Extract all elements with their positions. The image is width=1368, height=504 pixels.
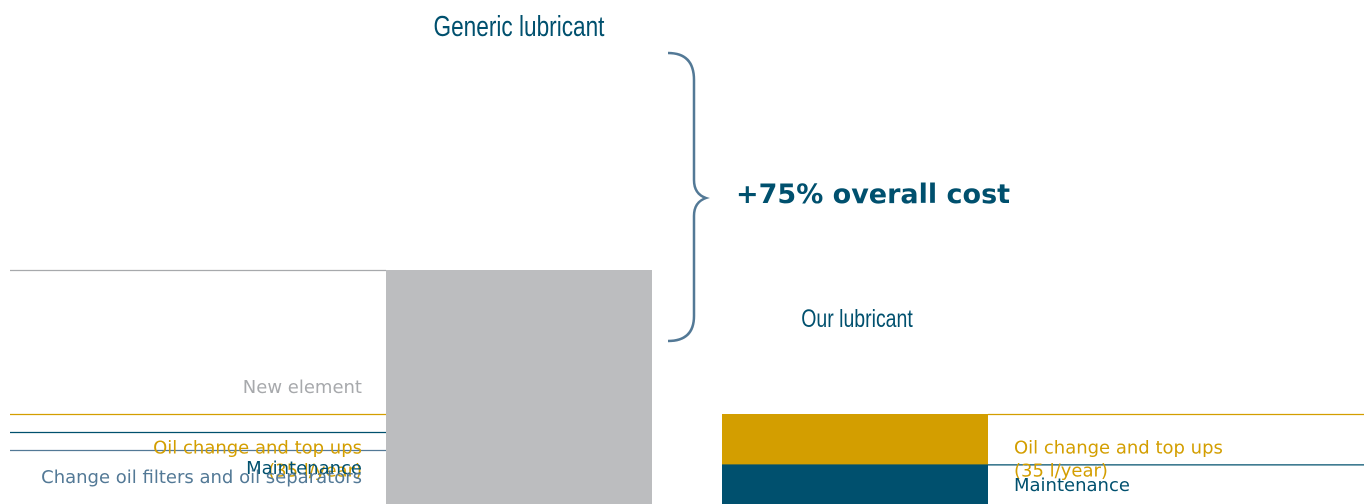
generic-lubricant-change-oil-filters-and-oil-separators-label: Change oil filters and oil separators xyxy=(41,467,362,488)
category-title-generic: Generic lubricant xyxy=(434,9,606,42)
generic-lubricant-new-element-segment xyxy=(386,270,652,504)
segment-guide-lines xyxy=(10,269,1364,466)
category-title-ours: Our lubricant xyxy=(801,305,913,333)
bar-segments xyxy=(386,270,988,504)
generic-lubricant-oil-change-and-top-ups-label: Oil change and top ups xyxy=(153,438,362,459)
generic-lubricant-oil-change-and-top-ups-label-line2: (35 l/year) xyxy=(268,461,362,482)
generic-lubricant-maintenance-label: Maintenance xyxy=(246,458,362,479)
our-lubricant-oil-change-and-top-ups-label-line2: (35 l/year) xyxy=(1014,461,1108,482)
overall-cost-annotation: +75% overall cost xyxy=(736,179,1010,210)
curly-brace xyxy=(667,51,710,343)
generic-lubricant-new-element-label: New element xyxy=(243,377,362,398)
our-lubricant-maintenance-segment xyxy=(722,464,988,504)
our-lubricant-oil-change-and-top-ups-label: Oil change and top ups xyxy=(1014,438,1223,459)
segment-labels: Oil change and top ups(35 l/year)Mainten… xyxy=(41,377,1223,496)
our-lubricant-maintenance-label: Maintenance xyxy=(1014,475,1130,496)
